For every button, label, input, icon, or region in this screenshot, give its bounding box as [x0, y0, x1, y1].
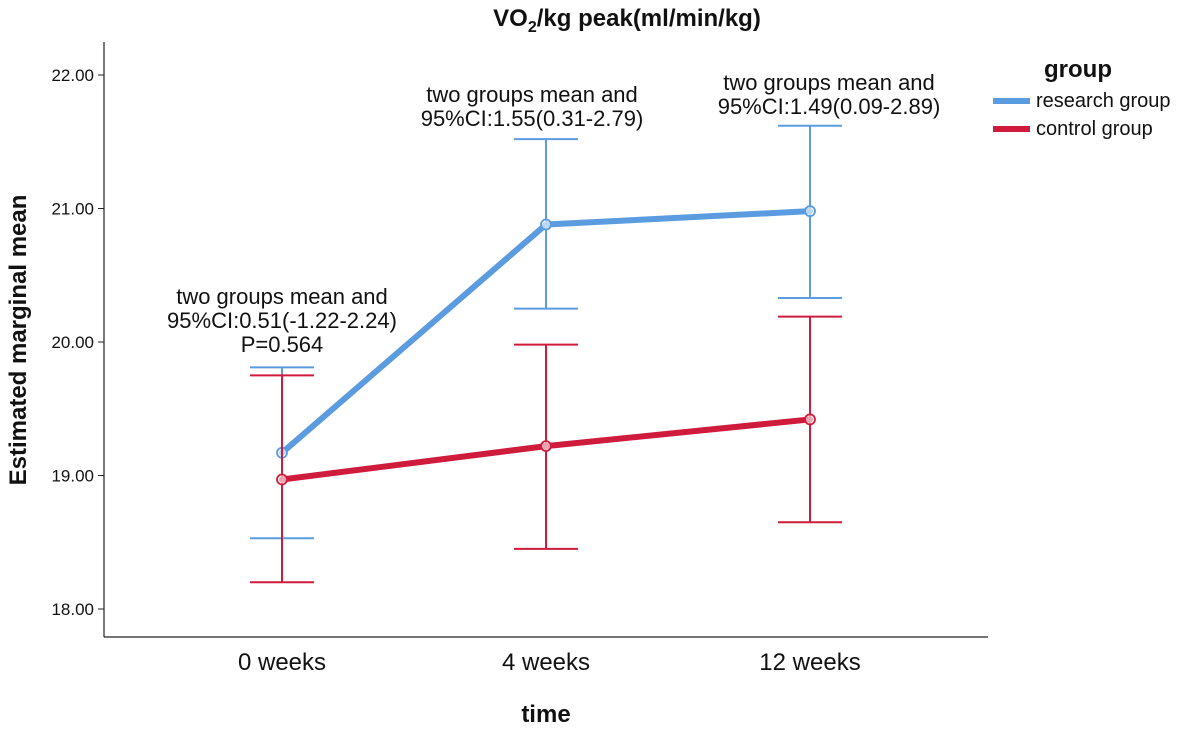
legend-item: control group: [993, 118, 1153, 140]
series-research-group: [250, 124, 842, 540]
y-tick-label: 22.00: [51, 66, 94, 85]
data-point: [276, 473, 288, 486]
annotation-line: P=0.564: [241, 332, 324, 357]
legend-item: research group: [993, 90, 1171, 112]
series-control-group: [250, 315, 842, 584]
legend-label: research group: [1036, 90, 1171, 112]
data-point: [804, 205, 816, 218]
y-ticks: 18.00 19.00 20.00 21.00 22.00: [51, 66, 104, 619]
data-point: [804, 413, 816, 426]
y-tick-label: 21.00: [51, 200, 94, 219]
annotation: two groups mean and 95%CI:0.51(-1.22-2.24…: [167, 284, 397, 357]
annotation-line: two groups mean and: [723, 70, 935, 95]
chart-title-rest: /kg peak(ml/min/kg): [537, 5, 761, 32]
annotation-line: two groups mean and: [426, 82, 638, 107]
annotation-line: 95%CI:0.51(-1.22-2.24): [167, 308, 397, 333]
annotation-line: 95%CI:1.55(0.31-2.79): [421, 106, 644, 131]
chart-title-main: VO: [493, 5, 528, 32]
legend: group research group control group: [993, 56, 1171, 140]
legend-items: research group control group: [993, 90, 1171, 140]
x-tick-label: 12 weeks: [759, 649, 860, 676]
chart-title: VO2/kg peak(ml/min/kg): [493, 5, 761, 36]
data-point: [540, 218, 552, 231]
x-ticks: 0 weeks 4 weeks 12 weeks: [238, 649, 861, 676]
x-axis-title: time: [521, 701, 570, 728]
chart-title-subscript: 2: [528, 19, 537, 36]
y-tick-label: 20.00: [51, 333, 94, 352]
annotation-line: two groups mean and: [176, 284, 388, 309]
x-tick-label: 0 weeks: [238, 649, 326, 676]
annotation-layer: two groups mean and 95%CI:0.51(-1.22-2.24…: [167, 70, 940, 357]
legend-title: group: [1044, 56, 1112, 83]
series-layer: [250, 124, 842, 584]
y-tick-label: 19.00: [51, 467, 94, 486]
annotation: two groups mean and 95%CI:1.49(0.09-2.89): [718, 70, 941, 119]
x-tick-label: 4 weeks: [502, 649, 590, 676]
y-tick-label: 18.00: [51, 600, 94, 619]
legend-label: control group: [1036, 118, 1153, 140]
data-point: [540, 440, 552, 453]
annotation-line: 95%CI:1.49(0.09-2.89): [718, 94, 941, 119]
y-axis-title: Estimated marginal mean: [5, 195, 32, 486]
annotation: two groups mean and 95%CI:1.55(0.31-2.79): [421, 82, 644, 131]
